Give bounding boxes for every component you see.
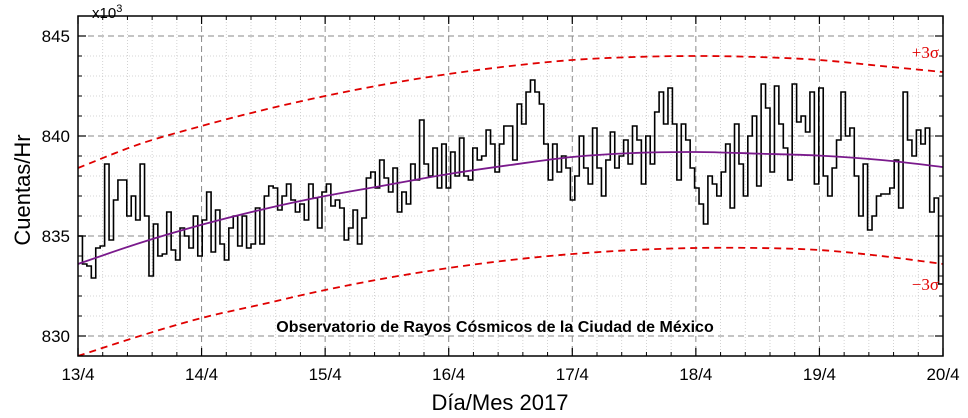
y-axis-label: Cuentas/Hr <box>10 134 35 245</box>
series-sigma-band <box>78 55 943 169</box>
x-tick-label: 20/4 <box>926 365 959 384</box>
x-tick-label: 16/4 <box>432 365 465 384</box>
x-tick-label: 15/4 <box>309 365 342 384</box>
x-tick-label: 17/4 <box>556 365 589 384</box>
observatory-annotation: Observatorio de Rayos Cósmicos de la Ciu… <box>276 319 714 336</box>
y-tick-label: 845 <box>42 27 70 46</box>
y-multiplier: x103 <box>92 3 122 22</box>
plot-frame <box>77 15 944 357</box>
x-tick-label: 18/4 <box>679 365 712 384</box>
y-multiplier-base: x10 <box>92 5 116 22</box>
y-tick-label: 840 <box>42 127 70 146</box>
x-axis-label: Día/Mes 2017 <box>432 390 569 415</box>
x-tick-label: 13/4 <box>61 365 94 384</box>
y-tick-label: 830 <box>42 327 70 346</box>
series-hourly-counts <box>78 79 943 285</box>
label-plus-3-sigma: +3σ <box>912 43 939 62</box>
x-tick-label: 19/4 <box>803 365 836 384</box>
series-trend-fit <box>78 151 943 265</box>
grid <box>78 15 943 357</box>
series-sigma-band <box>78 246 943 356</box>
x-tick-label: 14/4 <box>185 365 218 384</box>
y-tick-label: 835 <box>42 227 70 246</box>
ticks: 13/4 14/4 15/4 16/4 17/4 18/4 19/4 20/4 830 835 84… <box>42 15 960 384</box>
label-minus-3-sigma: −3σ <box>912 275 939 294</box>
series-layer: +3σ −3σ <box>78 43 943 356</box>
y-multiplier-exponent: 3 <box>116 3 122 15</box>
